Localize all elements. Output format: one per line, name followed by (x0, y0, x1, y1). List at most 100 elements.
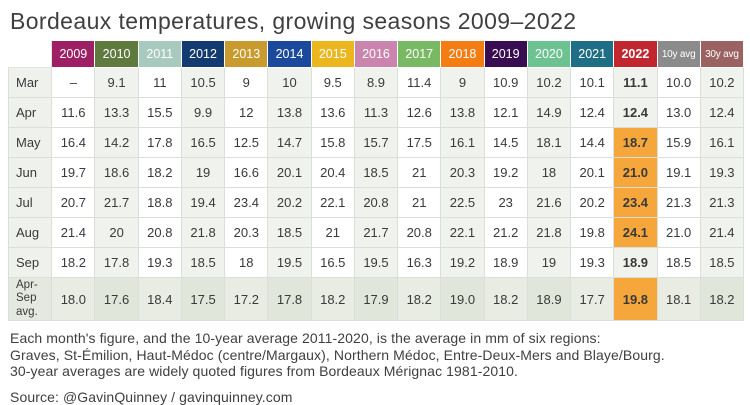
cell-jul-2010: 21.7 (94, 187, 139, 218)
cell-apr-2010: 13.3 (94, 97, 139, 128)
cell-jun-2011: 18.2 (137, 157, 182, 188)
cell-aug-2018: 22.1 (440, 217, 485, 248)
column-header-2009: 2009 (51, 40, 96, 68)
row-label: Sep (7, 247, 53, 278)
cell-jul-2017: 21 (397, 187, 442, 218)
cell-mar-30y-avg: 10.2 (699, 67, 745, 98)
column-header-2017: 2017 (397, 40, 442, 68)
cell-sep-30y-avg: 18.5 (699, 247, 745, 278)
column-header-2013: 2013 (224, 40, 269, 68)
cell-jul-10y-avg: 21.3 (656, 187, 701, 218)
cell-apr-2014: 13.8 (267, 97, 312, 128)
cell-aug-2022: 24.1 (613, 217, 658, 248)
cell-mar-2009: – (51, 67, 96, 98)
cell-aug-2015: 21 (310, 217, 355, 248)
cell-mar-2013: 9 (224, 67, 269, 98)
cell-apr-sep-avg--2019: 18.2 (483, 277, 528, 321)
column-header-2020: 2020 (526, 40, 572, 68)
cell-may-2014: 14.7 (267, 127, 312, 158)
column-header-2011: 2011 (137, 40, 182, 68)
cell-mar-2011: 11 (137, 67, 182, 98)
cell-may-2013: 12.5 (224, 127, 269, 158)
column-header-2021: 2021 (570, 40, 615, 68)
cell-jul-2009: 20.7 (51, 187, 96, 218)
cell-aug-2010: 20 (94, 217, 139, 248)
row-label: Jun (7, 157, 53, 188)
cell-apr-sep-avg--2013: 17.2 (224, 277, 269, 321)
temperature-table: 2009 2010 2011 2012 2013 2014 2015 2016 2017 2018… (7, 40, 745, 321)
cell-aug-2019: 21.2 (483, 217, 528, 248)
table-row-jun: Jun 19.7 18.6 18.2 19 16.6 20.1 20.4 18.5 21 20.3 1… (7, 157, 745, 188)
row-label: May (7, 127, 53, 158)
cell-jul-2013: 23.4 (224, 187, 269, 218)
cell-jun-2009: 19.7 (51, 157, 96, 188)
cell-sep-2012: 18.5 (180, 247, 226, 278)
cell-sep-2017: 16.3 (397, 247, 442, 278)
cell-apr-2009: 11.6 (51, 97, 96, 128)
cell-apr-sep-avg--30y-avg: 18.2 (699, 277, 745, 321)
cell-apr-sep-avg--10y-avg: 18.1 (656, 277, 701, 321)
cell-apr-2012: 9.9 (180, 97, 226, 128)
cell-jun-2014: 20.1 (267, 157, 312, 188)
cell-jun-2015: 20.4 (310, 157, 355, 188)
cell-aug-2016: 21.7 (353, 217, 399, 248)
cell-mar-2016: 8.9 (353, 67, 399, 98)
cell-sep-2018: 19.2 (440, 247, 485, 278)
cell-mar-2018: 9 (440, 67, 485, 98)
cell-jun-30y-avg: 19.3 (699, 157, 745, 188)
column-header-2022: 2022 (613, 40, 658, 68)
cell-apr-sep-avg--2015: 18.2 (310, 277, 355, 321)
cell-apr-sep-avg--2016: 17.9 (353, 277, 399, 321)
cell-apr-2022: 12.4 (613, 97, 658, 128)
cell-aug-2011: 20.8 (137, 217, 182, 248)
cell-aug-2017: 20.8 (397, 217, 442, 248)
cell-apr-2016: 11.3 (353, 97, 399, 128)
table-row-jul: Jul 20.7 21.7 18.8 19.4 23.4 20.2 22.1 20.8 21 22.… (7, 187, 745, 218)
cell-apr-2015: 13.6 (310, 97, 355, 128)
cell-jul-2020: 21.6 (526, 187, 572, 218)
cell-jul-2015: 22.1 (310, 187, 355, 218)
cell-jul-30y-avg: 21.3 (699, 187, 745, 218)
cell-sep-2021: 19.3 (570, 247, 615, 278)
cell-mar-2014: 10 (267, 67, 312, 98)
cell-mar-10y-avg: 10.0 (656, 67, 701, 98)
cell-apr-sep-avg--2009: 18.0 (51, 277, 96, 321)
page-title: Bordeaux temperatures, growing seasons 2… (10, 8, 577, 34)
cell-sep-2010: 17.8 (94, 247, 139, 278)
cell-may-2015: 15.8 (310, 127, 355, 158)
cell-apr-sep-avg--2011: 18.4 (137, 277, 182, 321)
cell-jul-2016: 20.8 (353, 187, 399, 218)
cell-jun-2012: 19 (180, 157, 226, 188)
column-header-2015: 2015 (310, 40, 355, 68)
column-header-30y-avg: 30y avg (699, 40, 745, 68)
column-header-2019: 2019 (483, 40, 528, 68)
table-row-apr: Apr 11.6 13.3 15.5 9.9 12 13.8 13.6 11.3 12.6 13.8… (7, 97, 745, 128)
cell-aug-2012: 21.8 (180, 217, 226, 248)
cell-jul-2011: 18.8 (137, 187, 182, 218)
cell-apr-2020: 14.9 (526, 97, 572, 128)
cell-sep-2016: 19.5 (353, 247, 399, 278)
footnote-line-2: Graves, St-Émilion, Haut-Médoc (centre/M… (10, 346, 665, 363)
cell-sep-2013: 18 (224, 247, 269, 278)
row-label: Aug (7, 217, 53, 248)
cell-mar-2017: 11.4 (397, 67, 442, 98)
table-row-sep: Sep 18.2 17.8 19.3 18.5 18 19.5 16.5 19.5 16.3 19.… (7, 247, 745, 278)
cell-may-2022: 18.7 (613, 127, 658, 158)
cell-mar-2021: 10.1 (570, 67, 615, 98)
cell-jul-2021: 20.2 (570, 187, 615, 218)
cell-jun-2017: 21 (397, 157, 442, 188)
cell-sep-2014: 19.5 (267, 247, 312, 278)
cell-may-2009: 16.4 (51, 127, 96, 158)
cell-jun-2022: 21.0 (613, 157, 658, 188)
cell-jul-2014: 20.2 (267, 187, 312, 218)
cell-may-2020: 18.1 (526, 127, 572, 158)
cell-aug-30y-avg: 21.4 (699, 217, 745, 248)
cell-mar-2019: 10.9 (483, 67, 528, 98)
cell-sep-2015: 16.5 (310, 247, 355, 278)
cell-may-30y-avg: 16.1 (699, 127, 745, 158)
cell-sep-2019: 18.9 (483, 247, 528, 278)
row-label: Apr-Sep avg. (7, 277, 53, 321)
cell-may-2010: 14.2 (94, 127, 139, 158)
footnote-line-1: Each month's figure, and the 10-year ave… (10, 330, 601, 346)
footnote-line-3: 30-year averages are widely quoted figur… (10, 363, 518, 380)
